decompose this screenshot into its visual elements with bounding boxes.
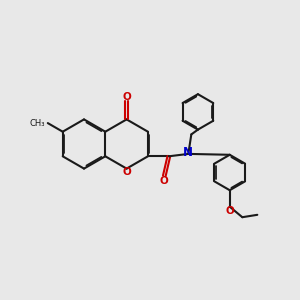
Text: O: O	[123, 167, 132, 177]
Text: O: O	[122, 92, 131, 102]
Text: O: O	[225, 206, 234, 216]
Text: O: O	[160, 176, 169, 186]
Text: CH₃: CH₃	[29, 118, 45, 127]
Text: N: N	[183, 146, 193, 160]
